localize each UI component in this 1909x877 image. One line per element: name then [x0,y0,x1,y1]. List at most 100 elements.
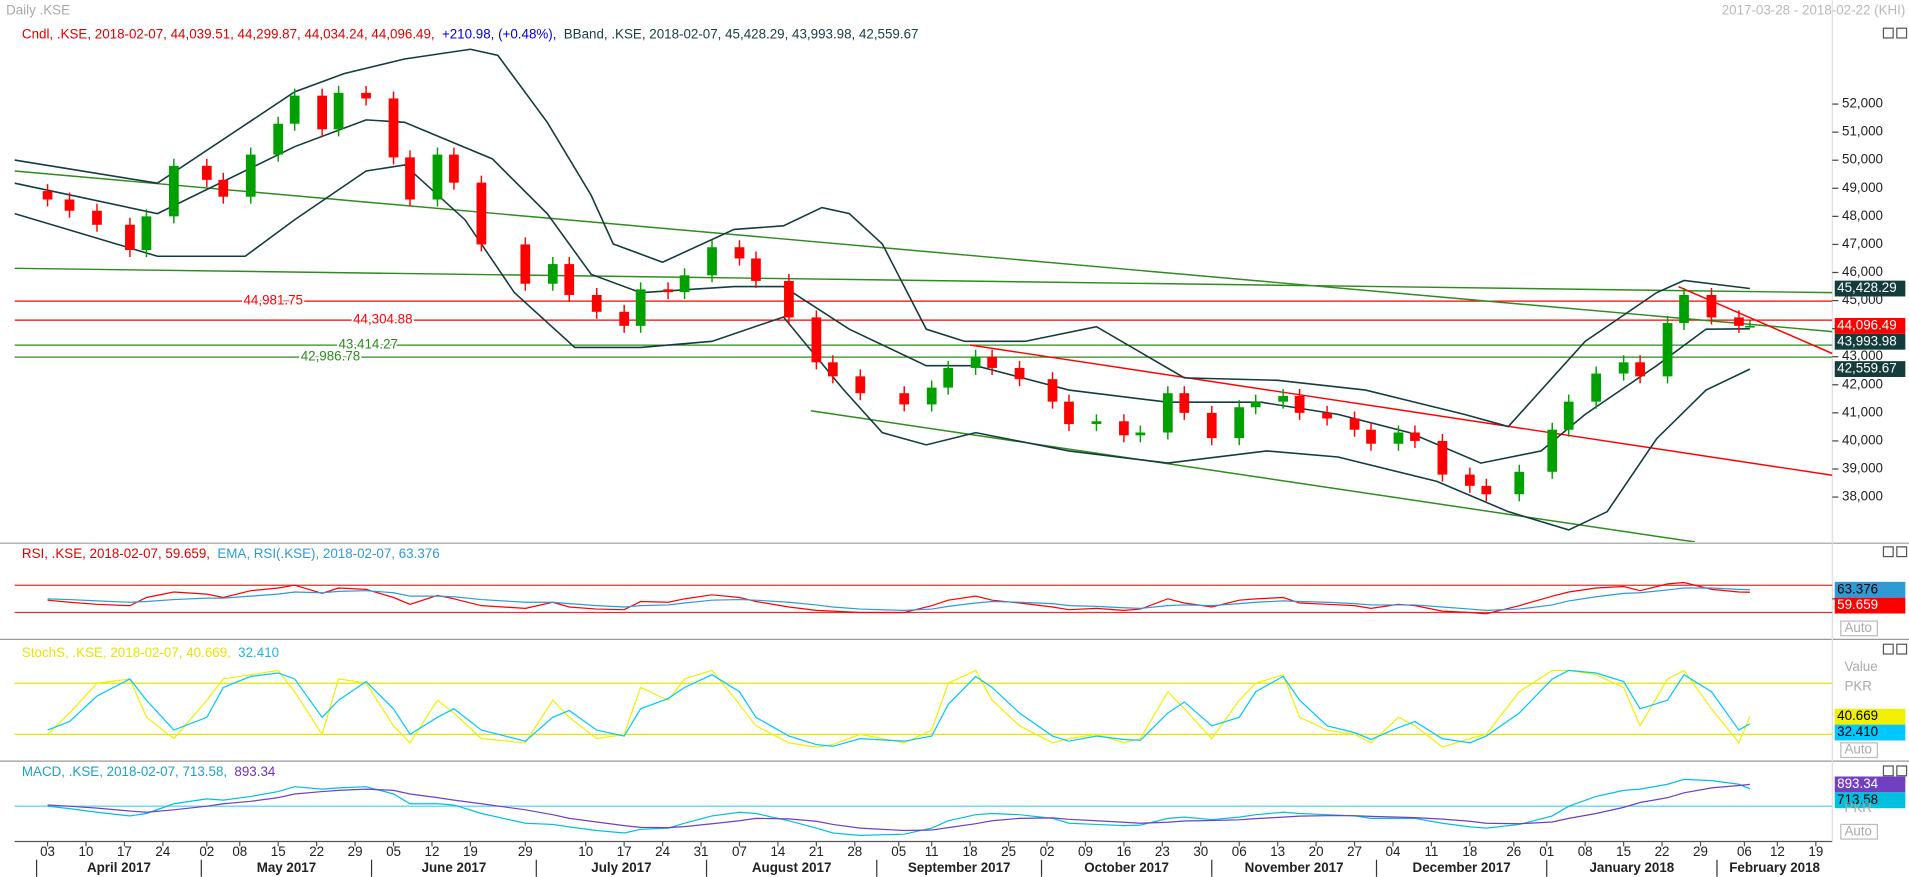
y-tick-label: 47,000 [1842,236,1883,251]
legend-entry: RSI, .KSE, 2018-02-07, 59.659, [22,546,210,561]
candle-body [405,157,415,200]
x-tick-label: 29 [1693,844,1708,859]
legend: Cndl, .KSE, 2018-02-07, 44,039.51, 44,29… [22,26,919,41]
candle-body [987,356,997,368]
candle-body [564,264,575,295]
candle-body [784,280,794,318]
month-label: July 2017 [591,860,651,875]
maximize-button[interactable] [1882,27,1894,39]
x-tick-label: 28 [847,844,862,859]
y-tick-label: 39,000 [1842,461,1883,476]
month-label: October 2017 [1084,860,1169,875]
x-tick-label: 12 [425,844,440,859]
x-tick-label: 04 [1386,844,1401,859]
candle-body [361,92,371,99]
axis-note: PKR [1844,678,1872,693]
value-box-label: 40.669 [1837,708,1878,723]
candle-body [1206,412,1217,439]
value-box [1834,776,1906,793]
maximize-button[interactable] [1882,546,1894,558]
candle-body [619,311,630,326]
close-button[interactable] [1896,643,1908,655]
candle-body [245,154,256,197]
candle-body [547,264,558,284]
value-box [1834,318,1906,334]
indicator-line [47,581,1750,615]
auto-box [1840,742,1878,759]
value-box-label: 32.410 [1837,724,1878,739]
candle-body [42,191,53,200]
x-tick-label: 22 [309,844,324,859]
value-box-label: 43,993.98 [1837,333,1897,348]
value-box-label: 42,559.67 [1837,361,1897,376]
trend-line [14,267,1833,294]
candle-body [273,123,284,155]
x-tick-label: 25 [1001,844,1016,859]
x-tick-label: 07 [732,844,747,859]
value-box [1834,708,1906,725]
trend-line [1678,286,1833,355]
x-tick-label: 06 [1232,844,1247,859]
panel: MACD, .KSE, 2018-02-07, 713.58, 893.34 893… [14,764,1906,840]
value-box [1834,581,1906,598]
x-tick-label: 14 [770,844,785,859]
candle-body [827,362,838,377]
candle-body [201,165,212,180]
y-tick-label: 41,000 [1842,404,1883,419]
maximize-button[interactable] [1882,765,1894,777]
trend-line [969,344,1833,476]
axis-note: Auto [1844,823,1872,838]
x-tick-label: 18 [1462,844,1477,859]
x-tick-label: 31 [694,844,709,859]
candle-body [751,258,761,281]
x-tick-label: 02 [1040,844,1055,859]
maximize-button[interactable] [1882,643,1894,655]
candle-body [970,356,981,368]
candle-body [679,275,690,293]
month-label: November 2017 [1245,860,1344,875]
candle-body [1410,432,1420,441]
close-button[interactable] [1896,546,1908,558]
y-tick-label: 49,000 [1842,180,1883,195]
candle-body [1250,401,1261,408]
window-buttons[interactable] [1882,27,1908,777]
candle-body [1234,407,1245,439]
legend-entry: Cndl, .KSE, 2018-02-07, 44,039.51, 44,29… [22,26,435,41]
value-box [1834,361,1906,377]
value-box-label: 45,428.29 [1837,280,1897,295]
close-button[interactable] [1896,27,1908,39]
y-tick-label: 38,000 [1842,489,1883,504]
candle-body [1064,401,1074,425]
close-button[interactable] [1896,765,1908,777]
panel: StochS, .KSE, 2018-02-07, 40.669, 32.410 4… [14,644,1906,759]
x-tick-label: 08 [232,844,247,859]
candle-body [811,317,822,363]
candle-body [943,367,954,388]
value-box [1834,792,1906,809]
month-label: February 2018 [1729,860,1820,875]
candle-body [1179,393,1190,413]
indicator-line [47,783,1750,832]
month-label: December 2017 [1413,860,1511,875]
x-tick-label: 26 [1506,844,1521,859]
x-tick-label: 29 [518,844,533,859]
candle-body [1437,440,1448,475]
legend: StochS, .KSE, 2018-02-07, 40.669, 32.410 [22,644,279,659]
x-tick-label: 27 [1347,844,1362,859]
x-tick-label: 20 [1309,844,1324,859]
candle-body [1514,471,1525,495]
value-box [1834,724,1906,741]
x-tick-label: 19 [1808,844,1823,859]
y-tick-label: 40,000 [1842,432,1883,447]
value-box-label: 893.34 [1837,776,1878,791]
candle-body [1119,421,1129,436]
x-tick-label: 23 [1155,844,1170,859]
x-tick-label: 08 [1578,844,1593,859]
candle-body [1481,485,1492,495]
indicator-line [47,587,1750,612]
plot-area [14,581,1833,615]
x-tick-label: 17 [617,844,632,859]
x-tick-label: 05 [386,844,401,859]
level-label: 44,981.75 [243,293,303,308]
candle-body [1294,396,1305,413]
